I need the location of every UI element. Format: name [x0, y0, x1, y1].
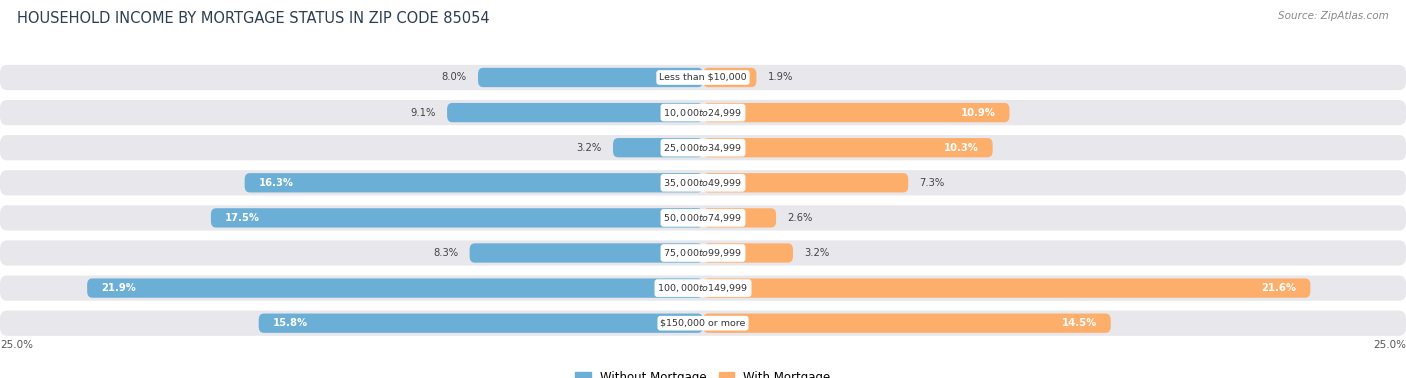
FancyBboxPatch shape: [0, 276, 1406, 301]
FancyBboxPatch shape: [0, 311, 1406, 336]
Text: 3.2%: 3.2%: [804, 248, 830, 258]
FancyBboxPatch shape: [0, 240, 1406, 266]
Text: 10.3%: 10.3%: [943, 143, 979, 153]
FancyBboxPatch shape: [703, 138, 993, 157]
Text: Source: ZipAtlas.com: Source: ZipAtlas.com: [1278, 11, 1389, 21]
FancyBboxPatch shape: [613, 138, 703, 157]
FancyBboxPatch shape: [87, 279, 703, 298]
FancyBboxPatch shape: [0, 170, 1406, 195]
FancyBboxPatch shape: [703, 208, 776, 228]
FancyBboxPatch shape: [0, 100, 1406, 125]
Text: 8.3%: 8.3%: [433, 248, 458, 258]
Text: 21.9%: 21.9%: [101, 283, 136, 293]
FancyBboxPatch shape: [703, 243, 793, 263]
Text: $150,000 or more: $150,000 or more: [661, 319, 745, 328]
Text: $100,000 to $149,999: $100,000 to $149,999: [658, 282, 748, 294]
Text: 7.3%: 7.3%: [920, 178, 945, 188]
Text: 1.9%: 1.9%: [768, 73, 793, 82]
Text: 14.5%: 14.5%: [1062, 318, 1097, 328]
FancyBboxPatch shape: [245, 173, 703, 192]
Text: 10.9%: 10.9%: [960, 108, 995, 118]
FancyBboxPatch shape: [703, 279, 1310, 298]
Text: 25.0%: 25.0%: [1374, 340, 1406, 350]
Text: 2.6%: 2.6%: [787, 213, 813, 223]
FancyBboxPatch shape: [0, 135, 1406, 160]
Text: 16.3%: 16.3%: [259, 178, 294, 188]
FancyBboxPatch shape: [478, 68, 703, 87]
FancyBboxPatch shape: [703, 68, 756, 87]
Legend: Without Mortgage, With Mortgage: Without Mortgage, With Mortgage: [571, 367, 835, 378]
Text: 9.1%: 9.1%: [411, 108, 436, 118]
FancyBboxPatch shape: [447, 103, 703, 122]
Text: 15.8%: 15.8%: [273, 318, 308, 328]
Text: $35,000 to $49,999: $35,000 to $49,999: [664, 177, 742, 189]
Text: $75,000 to $99,999: $75,000 to $99,999: [664, 247, 742, 259]
FancyBboxPatch shape: [0, 205, 1406, 231]
Text: 21.6%: 21.6%: [1261, 283, 1296, 293]
FancyBboxPatch shape: [470, 243, 703, 263]
Text: HOUSEHOLD INCOME BY MORTGAGE STATUS IN ZIP CODE 85054: HOUSEHOLD INCOME BY MORTGAGE STATUS IN Z…: [17, 11, 489, 26]
Text: 25.0%: 25.0%: [0, 340, 32, 350]
Text: 8.0%: 8.0%: [441, 73, 467, 82]
Text: 3.2%: 3.2%: [576, 143, 602, 153]
FancyBboxPatch shape: [211, 208, 703, 228]
FancyBboxPatch shape: [703, 313, 1111, 333]
Text: Less than $10,000: Less than $10,000: [659, 73, 747, 82]
FancyBboxPatch shape: [703, 173, 908, 192]
Text: $50,000 to $74,999: $50,000 to $74,999: [664, 212, 742, 224]
FancyBboxPatch shape: [0, 65, 1406, 90]
Text: $10,000 to $24,999: $10,000 to $24,999: [664, 107, 742, 119]
FancyBboxPatch shape: [703, 103, 1010, 122]
FancyBboxPatch shape: [259, 313, 703, 333]
Text: $25,000 to $34,999: $25,000 to $34,999: [664, 142, 742, 154]
Text: 17.5%: 17.5%: [225, 213, 260, 223]
